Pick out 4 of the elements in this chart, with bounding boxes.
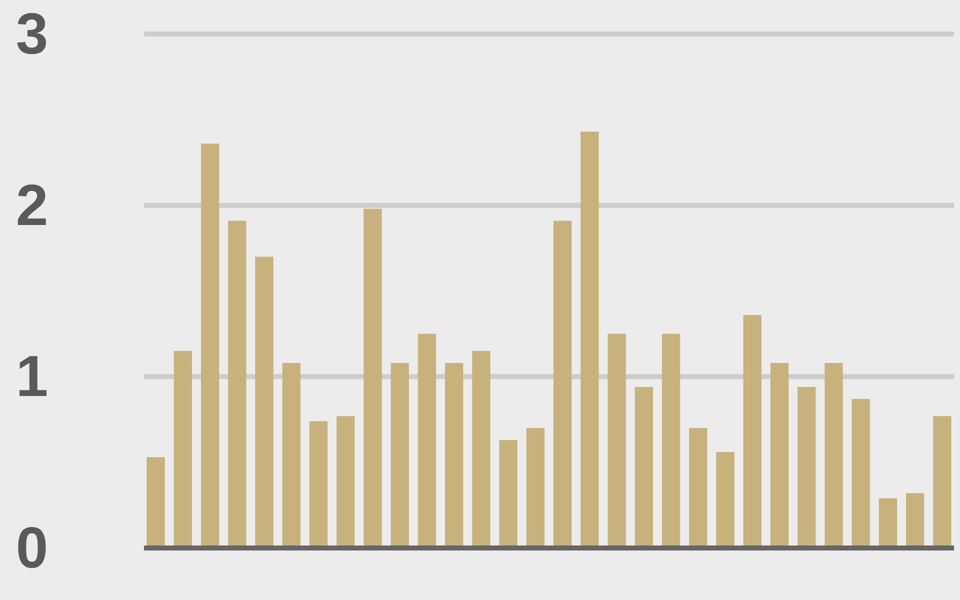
y-tick-label: 1 xyxy=(16,344,48,410)
y-tick-label: 2 xyxy=(16,172,48,238)
y-tick-label: 0 xyxy=(16,516,48,580)
y-tick-label: 3 xyxy=(16,2,48,66)
